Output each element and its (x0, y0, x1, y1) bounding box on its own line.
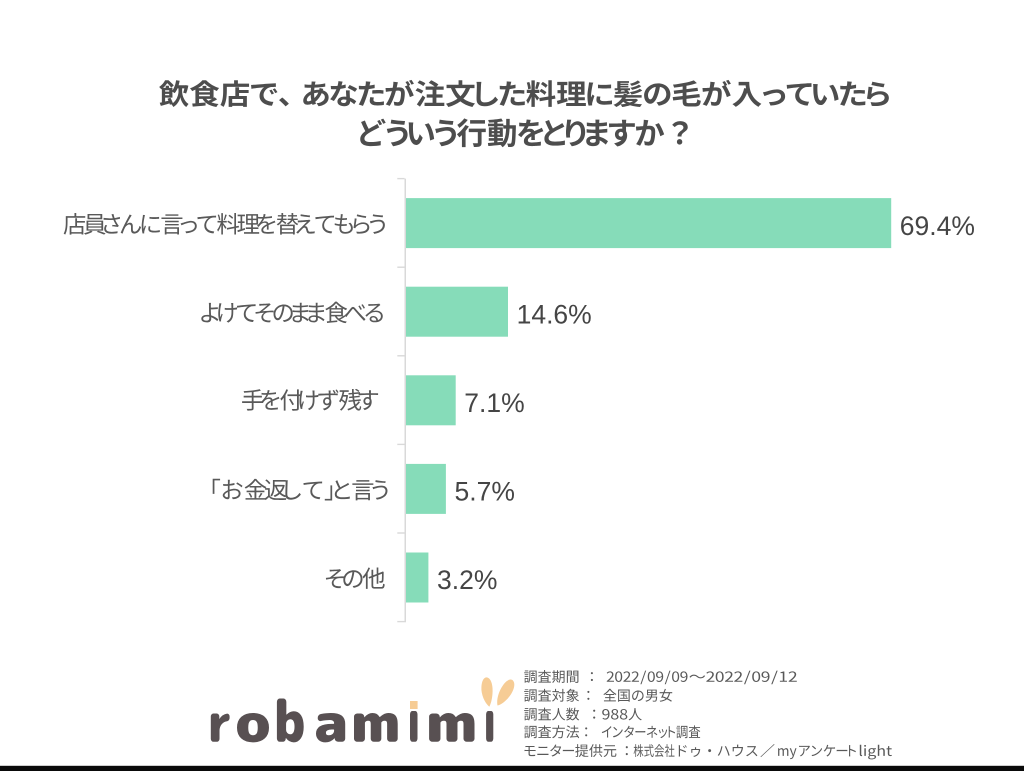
svg-text:69.4%: 69.4% (900, 211, 975, 241)
svg-text:5.7%: 5.7% (455, 477, 515, 507)
svg-text:3.2%: 3.2% (437, 565, 497, 595)
svg-text:7.1%: 7.1% (464, 388, 524, 418)
svg-text:14.6%: 14.6% (517, 299, 592, 329)
